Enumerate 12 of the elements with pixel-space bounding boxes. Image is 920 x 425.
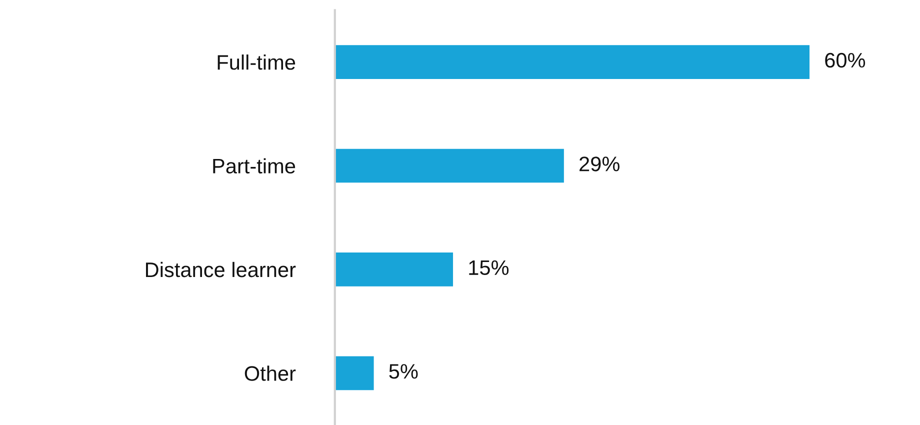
data-label: 60% (825, 52, 866, 68)
data-label: 15% (469, 260, 509, 276)
bar (334, 354, 376, 392)
bar (334, 147, 566, 184)
y-tick-label: Other (244, 366, 296, 381)
data-label: 5% (389, 364, 418, 379)
y-tick-label: Distance learner (146, 262, 296, 278)
y-tick-label: Full-time (218, 54, 296, 70)
bar (334, 44, 811, 80)
bar (334, 251, 454, 288)
y-tick-label: Part-time (213, 158, 296, 174)
data-label: 29% (580, 156, 620, 172)
